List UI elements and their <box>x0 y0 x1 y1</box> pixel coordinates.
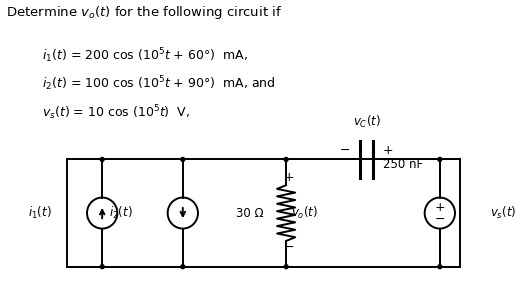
Text: −: − <box>435 213 445 226</box>
Ellipse shape <box>100 157 104 161</box>
Text: $v_C(t)$: $v_C(t)$ <box>353 114 381 130</box>
Text: 250 nF: 250 nF <box>383 158 424 172</box>
Ellipse shape <box>100 265 104 269</box>
Text: Determine $v_o(t)$ for the following circuit if: Determine $v_o(t)$ for the following cir… <box>6 4 282 21</box>
Text: 30 Ω: 30 Ω <box>236 207 264 219</box>
Ellipse shape <box>284 265 288 269</box>
Ellipse shape <box>181 265 185 269</box>
Ellipse shape <box>181 157 185 161</box>
Text: $i_2(t)$: $i_2(t)$ <box>109 205 132 221</box>
Ellipse shape <box>284 157 288 161</box>
Text: +: + <box>283 171 294 184</box>
Text: $v_s(t)$ = 10 cos (10$^5$$t$)  V,: $v_s(t)$ = 10 cos (10$^5$$t$) V, <box>42 103 190 122</box>
Text: −: − <box>340 144 350 157</box>
Text: +: + <box>383 144 394 157</box>
Ellipse shape <box>438 265 442 269</box>
Text: $i_2(t)$ = 100 cos (10$^5$$t$ + 90°)  mA, and: $i_2(t)$ = 100 cos (10$^5$$t$ + 90°) mA,… <box>42 75 275 93</box>
Ellipse shape <box>87 198 117 229</box>
Text: $i_1(t)$: $i_1(t)$ <box>28 205 52 221</box>
Text: −: − <box>283 241 294 253</box>
Ellipse shape <box>168 198 198 229</box>
Text: $v_o(t)$: $v_o(t)$ <box>291 205 318 221</box>
Text: $v_s(t)$: $v_s(t)$ <box>490 205 517 221</box>
Text: +: + <box>435 201 445 214</box>
Ellipse shape <box>425 198 455 229</box>
Text: $i_1(t)$ = 200 cos (10$^5$$t$ + 60°)  mA,: $i_1(t)$ = 200 cos (10$^5$$t$ + 60°) mA, <box>42 46 247 65</box>
Ellipse shape <box>438 157 442 161</box>
